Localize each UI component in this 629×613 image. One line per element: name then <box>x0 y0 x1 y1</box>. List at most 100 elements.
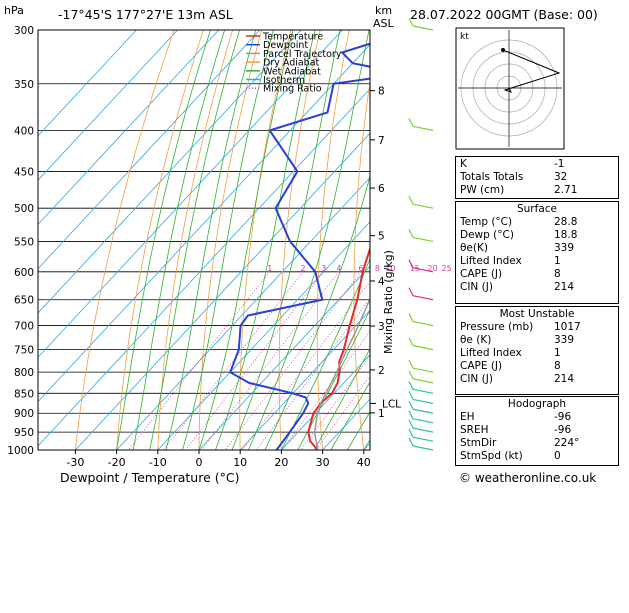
wind-barb-flag <box>408 400 414 410</box>
surface-label: Dewp (°C) <box>460 229 514 241</box>
dry-adiabat-line <box>75 30 175 450</box>
skewt-diagram: 1 2 3 4 6 8 10 15 20 25 3003504004505005506006507… <box>7 17 565 469</box>
mixing-ratio-line <box>281 330 370 450</box>
wind-barb-flag <box>408 287 414 296</box>
wind-barb-flag <box>408 410 414 420</box>
wet-adiabat-line <box>314 347 370 450</box>
legend-entry: Parcel Trajectory <box>263 49 342 60</box>
hodograph-row: SREH -96 <box>456 424 618 437</box>
hodograph-box: Hodograph EH -96 SREH -96 StmDir 224° StmSpd (… <box>455 396 619 466</box>
index-value: 32 <box>554 171 568 183</box>
legend-entry: Temperature <box>262 32 323 43</box>
hodograph-value: -96 <box>554 424 572 436</box>
wind-barb <box>412 378 434 384</box>
index-row: Totals Totals 32 <box>456 171 618 184</box>
x-tick-label: 0 <box>196 456 203 469</box>
wind-barb <box>412 203 434 209</box>
isotherm-line <box>38 88 370 447</box>
wind-barb-flag <box>408 17 414 27</box>
isotherm-line <box>239 309 370 450</box>
legend-entry: Dry Adiabat <box>263 58 320 69</box>
most-unstable-value: 8 <box>554 360 561 372</box>
wind-barb <box>412 436 434 442</box>
wind-barb-flag <box>408 229 414 238</box>
surface-value: 214 <box>554 281 575 293</box>
pressure-tick-label: 350 <box>14 79 34 91</box>
location-label: -17°45'S 177°27'E 13m ASL <box>58 7 233 22</box>
surface-label: Lifted Index <box>460 255 522 267</box>
wet-adiabat-line <box>231 30 341 450</box>
hodograph-trace <box>502 49 561 93</box>
wind-barb <box>412 267 434 273</box>
surface-row: θe(K) 339 <box>456 242 618 255</box>
mixing-ratio-tick-label: 1 <box>267 264 272 273</box>
dry-adiabat-line <box>239 30 292 450</box>
km-label: km <box>375 4 393 17</box>
lcl-label: LCL <box>382 398 401 410</box>
mixing-ratio-line <box>241 280 370 450</box>
wind-barb-flag <box>408 437 414 447</box>
most-unstable-title: Most Unstable <box>499 308 575 320</box>
wet-adiabat-line <box>116 30 211 450</box>
isotherm-line <box>38 30 261 270</box>
wet-adiabat-line <box>215 30 316 450</box>
wind-barb <box>412 236 434 243</box>
surface-label: θe(K) <box>460 242 488 254</box>
hpa-label: hPa <box>4 4 24 17</box>
index-label: Totals Totals <box>460 171 524 183</box>
mixing-ratio-line <box>224 271 362 450</box>
isotherm-line <box>198 265 370 450</box>
wind-barb <box>412 445 434 451</box>
wet-adiabat-line <box>149 30 240 450</box>
parcel-trajectory-line <box>313 297 370 450</box>
most-unstable-box: Most Unstable Pressure (mb) 1017 θe (K) 339… <box>455 306 619 395</box>
wind-barb <box>412 418 434 424</box>
wind-barb-flag <box>408 428 414 438</box>
pressure-tick-label: 650 <box>14 295 34 307</box>
index-value: -1 <box>554 158 565 170</box>
plot-frame <box>37 29 371 451</box>
isotherm-line <box>281 354 370 450</box>
x-tick-label: 30 <box>316 456 330 469</box>
hodograph-value: -96 <box>554 411 572 423</box>
km-tick-label: 5 <box>378 231 385 243</box>
km-tick-label: 4 <box>378 276 385 288</box>
mixing-ratio-tick-label: 4 <box>336 264 341 273</box>
wind-barb <box>412 125 434 131</box>
stats-panel: K -1 Totals Totals 32 PW (cm) 2.71 Surface Te… <box>455 156 619 613</box>
wet-adiabat-line <box>297 309 370 450</box>
wind-barb-flag <box>408 391 414 400</box>
dry-adiabat-line <box>390 30 408 450</box>
index-row: K -1 <box>456 158 618 171</box>
surface-title: Surface <box>516 203 557 215</box>
surface-row: CIN (J) 214 <box>456 281 618 294</box>
surface-row: Dewp (°C) 18.8 <box>456 229 618 242</box>
hodograph-label: SREH <box>460 424 489 436</box>
hodograph-row: StmDir 224° <box>456 437 618 450</box>
wet-adiabat-line <box>248 30 370 450</box>
wet-adiabat-line <box>330 381 370 450</box>
legend-entry: Mixing Ratio <box>263 84 322 95</box>
dry-adiabat-line <box>353 79 370 450</box>
surface-label: Temp (°C) <box>460 216 513 228</box>
hodograph-label: EH <box>460 411 475 423</box>
dry-adiabat-line <box>278 30 321 450</box>
most-unstable-label: Pressure (mb) <box>460 321 534 333</box>
surface-value: 28.8 <box>554 216 578 228</box>
hodograph-kt-label: kt <box>460 32 469 42</box>
wet-adiabat-line <box>182 30 274 450</box>
most-unstable-label: CAPE (J) <box>460 360 503 372</box>
mixing-ratio-tick-label: 2 <box>301 264 306 273</box>
surface-label: CAPE (J) <box>460 268 503 280</box>
km-tick-label: 2 <box>378 365 385 377</box>
km-tick-label: 7 <box>378 135 385 147</box>
km-tick-label: 3 <box>378 321 385 333</box>
credit-label: © weatheronline.co.uk <box>459 471 597 485</box>
isotherm-line <box>157 221 370 450</box>
pressure-tick-label: 400 <box>14 125 34 137</box>
mixing-ratio-line <box>201 271 340 450</box>
mixing-ratio-tick-label: 10 <box>385 264 395 273</box>
hodograph-row: EH -96 <box>456 411 618 424</box>
legend-entry: Dewpoint <box>263 40 308 51</box>
index-row: PW (cm) 2.71 <box>456 184 618 197</box>
